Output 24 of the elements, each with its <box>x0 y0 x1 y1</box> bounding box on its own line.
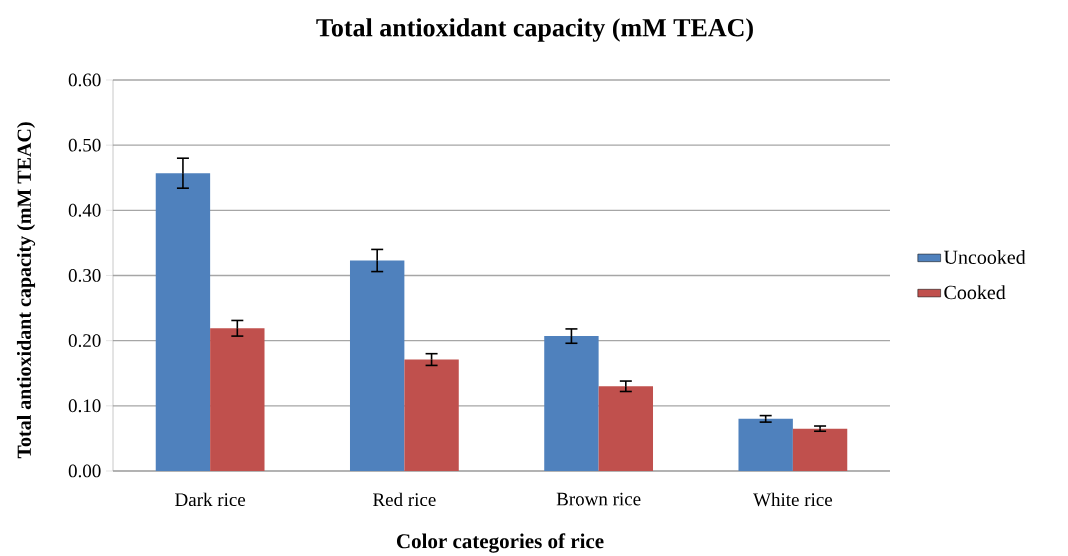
bar <box>210 328 265 471</box>
x-tick-label: White rice <box>753 492 833 507</box>
y-tick-label: 0.30 <box>68 269 101 282</box>
x-axis-title: Color categories of rice <box>396 533 604 553</box>
bar <box>155 173 211 471</box>
y-tick-label: 0.10 <box>68 399 101 413</box>
bar <box>792 428 848 471</box>
bar <box>404 359 459 471</box>
chart-title: Total antioxidant capacity (mM TEAC) <box>316 18 753 42</box>
y-tick-label: 0.50 <box>68 138 101 152</box>
x-tick-label: Red rice <box>373 492 436 507</box>
y-axis-title: Total antioxidant capacity (mM TEAC) <box>16 122 36 459</box>
bar <box>738 418 793 471</box>
bar <box>598 386 654 471</box>
bar <box>349 260 405 471</box>
y-tick-label: 0.40 <box>68 203 101 217</box>
bar <box>544 336 599 471</box>
x-tick-label: Dark rice <box>175 492 246 507</box>
legend-label: Cooked <box>944 285 1006 300</box>
x-tick-label: Brown rice <box>556 492 641 506</box>
y-tick-label: 0.20 <box>68 334 101 348</box>
y-tick-label: 0.00 <box>68 464 101 478</box>
y-tick-label: 0.60 <box>68 73 101 87</box>
legend-label: Uncooked <box>943 249 1026 265</box>
